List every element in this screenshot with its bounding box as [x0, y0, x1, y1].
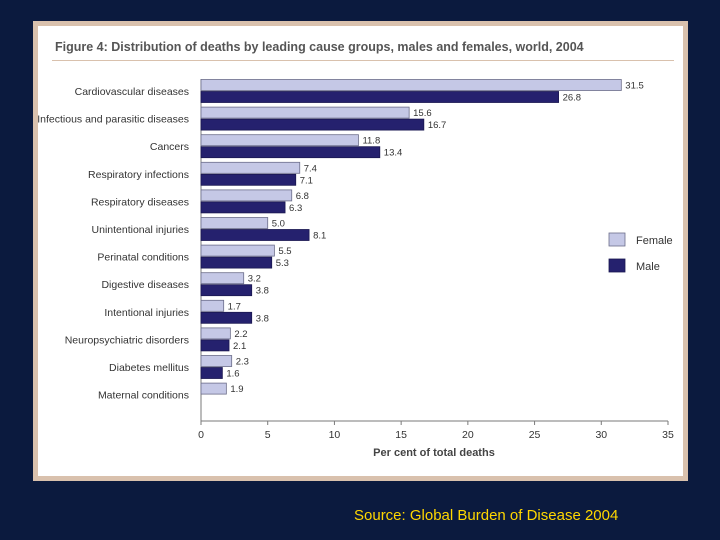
- data-label-male: 16.7: [428, 120, 447, 131]
- category-label: Cancers: [150, 141, 189, 153]
- category-label: Neuropsychiatric disorders: [65, 334, 189, 346]
- bar-male: [200, 339, 230, 352]
- x-tick-label: 15: [395, 429, 407, 441]
- data-label-male: 26.8: [563, 93, 582, 104]
- data-label-male: 2.1: [233, 341, 246, 352]
- x-tick-label: 5: [265, 429, 271, 441]
- data-label-female: 1.9: [230, 384, 243, 395]
- bar-male: [200, 311, 253, 324]
- data-label-male: 3.8: [256, 313, 269, 324]
- bar-male: [200, 256, 273, 269]
- data-label-male: 7.1: [300, 175, 313, 186]
- bar-male: [200, 118, 425, 131]
- bar-female: [200, 189, 293, 202]
- bar-female: [200, 299, 225, 312]
- source-caption: Source: Global Burden of Disease 2004: [354, 507, 619, 524]
- category-label: Perinatal conditions: [97, 252, 189, 264]
- data-label-male: 13.4: [384, 148, 403, 159]
- bar-male: [200, 146, 381, 159]
- x-tick-label: 10: [329, 429, 341, 441]
- category-label: Maternal conditions: [98, 390, 189, 402]
- x-tick-label: 30: [595, 429, 607, 441]
- legend-swatch-male: [608, 258, 626, 273]
- data-label-male: 6.3: [289, 203, 302, 214]
- data-label-female: 15.6: [413, 108, 432, 119]
- data-label-male: 3.8: [256, 286, 269, 297]
- x-axis-title: Per cent of total deaths: [373, 447, 495, 459]
- bar-female: [200, 79, 622, 91]
- bar-female: [200, 382, 227, 395]
- bar-male: [200, 229, 310, 241]
- data-label-male: 8.1: [313, 231, 326, 242]
- data-label-female: 2.3: [236, 357, 249, 368]
- category-label: Intentional injuries: [104, 307, 189, 319]
- bar-male: [200, 284, 253, 297]
- category-label: Respiratory infections: [88, 169, 189, 181]
- title-divider: [52, 60, 674, 61]
- data-label-male: 5.3: [276, 258, 289, 269]
- bar-female: [200, 355, 233, 367]
- legend-swatch-female: [608, 232, 626, 247]
- chart-title: Figure 4: Distribution of deaths by lead…: [55, 40, 584, 54]
- data-label-female: 6.8: [296, 191, 309, 202]
- data-label-male: 1.6: [226, 369, 239, 380]
- bar-male: [200, 173, 297, 186]
- data-label-female: 31.5: [625, 81, 644, 92]
- bar-male: [200, 367, 223, 379]
- category-label: Respiratory diseases: [91, 196, 189, 208]
- data-label-female: 2.2: [234, 329, 247, 340]
- bar-female: [200, 106, 410, 119]
- x-tick-label: 35: [662, 429, 674, 441]
- bar-female: [200, 134, 359, 147]
- category-label: Unintentional injuries: [92, 224, 189, 236]
- data-label-female: 11.8: [362, 136, 380, 147]
- x-tick-label: 20: [462, 429, 474, 441]
- data-label-female: 3.2: [248, 274, 261, 285]
- legend-label-female: Female: [636, 235, 673, 247]
- legend-label-male: Male: [636, 261, 660, 273]
- bar-male: [200, 201, 286, 214]
- bar-female: [200, 217, 269, 229]
- category-label: Infectious and parasitic diseases: [37, 114, 189, 126]
- bar-female: [200, 161, 301, 174]
- bar-male: [200, 91, 559, 103]
- category-label: Digestive diseases: [101, 279, 189, 291]
- data-label-female: 1.7: [228, 301, 241, 312]
- bar-female: [200, 244, 275, 257]
- x-tick-label: 25: [529, 429, 541, 441]
- bar-female: [200, 272, 245, 285]
- data-label-female: 5.0: [272, 219, 285, 230]
- x-tick-label: 0: [198, 429, 204, 441]
- bar-female: [200, 327, 231, 340]
- category-label: Cardiovascular diseases: [75, 86, 189, 98]
- data-label-female: 7.4: [304, 163, 317, 174]
- data-label-female: 5.5: [278, 246, 291, 257]
- category-label: Diabetes mellitus: [109, 362, 189, 374]
